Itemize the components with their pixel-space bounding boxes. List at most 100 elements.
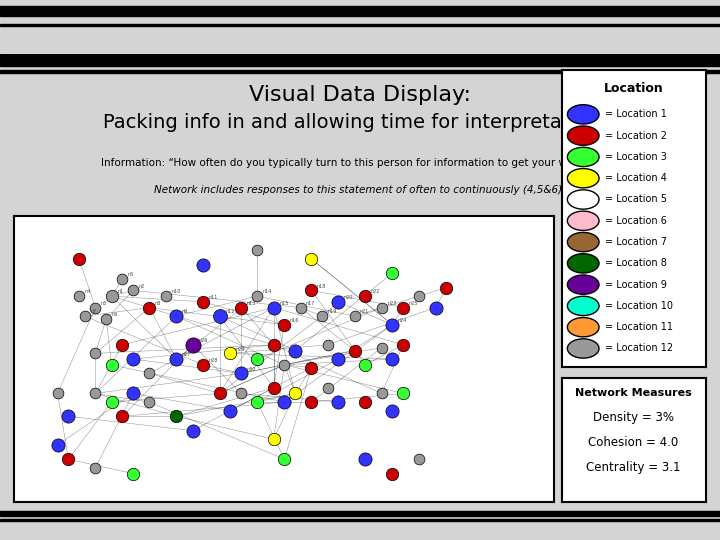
Text: n13: n13 bbox=[246, 301, 256, 306]
Point bbox=[235, 303, 247, 312]
Text: n21: n21 bbox=[360, 309, 369, 314]
Text: = Location 5: = Location 5 bbox=[605, 194, 667, 205]
Point bbox=[117, 275, 128, 284]
Point bbox=[387, 269, 398, 278]
Point bbox=[348, 312, 360, 320]
Bar bbox=[0, 70, 720, 73]
Point bbox=[52, 441, 63, 449]
Text: = Location 6: = Location 6 bbox=[605, 216, 667, 226]
Point bbox=[359, 361, 372, 369]
Point bbox=[225, 406, 236, 415]
Point bbox=[305, 286, 317, 295]
Text: = Location 9: = Location 9 bbox=[605, 280, 667, 289]
Point bbox=[322, 340, 333, 349]
Text: n25: n25 bbox=[409, 301, 418, 306]
Point bbox=[359, 397, 372, 406]
Ellipse shape bbox=[567, 147, 599, 166]
Text: n22: n22 bbox=[371, 289, 380, 294]
Text: Packing info in and allowing time for interpretation...: Packing info in and allowing time for in… bbox=[102, 112, 618, 132]
Point bbox=[144, 397, 156, 406]
Point bbox=[333, 298, 344, 306]
Point bbox=[127, 469, 139, 478]
Point bbox=[359, 292, 372, 300]
Ellipse shape bbox=[567, 168, 599, 188]
Text: = Location 2: = Location 2 bbox=[605, 131, 667, 140]
Point bbox=[171, 412, 182, 421]
Ellipse shape bbox=[567, 232, 599, 252]
Point bbox=[197, 361, 210, 369]
Point bbox=[89, 349, 101, 357]
Text: n5: n5 bbox=[128, 272, 134, 277]
Bar bbox=[0, 54, 720, 66]
Text: n20: n20 bbox=[344, 295, 354, 300]
Text: Location: Location bbox=[604, 82, 663, 95]
Point bbox=[333, 397, 344, 406]
Text: = Location 11: = Location 11 bbox=[605, 322, 672, 332]
Bar bbox=[0, 511, 720, 516]
Text: n27: n27 bbox=[181, 352, 192, 357]
Text: = Location 10: = Location 10 bbox=[605, 301, 672, 311]
Point bbox=[413, 292, 425, 300]
Point bbox=[197, 260, 210, 269]
Text: n2: n2 bbox=[138, 284, 145, 288]
Point bbox=[305, 254, 317, 263]
Point bbox=[225, 349, 236, 357]
Ellipse shape bbox=[567, 339, 599, 358]
Point bbox=[397, 303, 409, 312]
Point bbox=[89, 463, 101, 472]
Text: n24: n24 bbox=[397, 318, 408, 323]
Point bbox=[441, 283, 452, 292]
Point bbox=[127, 355, 139, 363]
Bar bbox=[0, 519, 720, 521]
Point bbox=[73, 292, 85, 300]
Point bbox=[430, 303, 441, 312]
Point bbox=[268, 383, 279, 392]
Ellipse shape bbox=[567, 211, 599, 231]
Point bbox=[235, 369, 247, 378]
Text: n11: n11 bbox=[209, 295, 218, 300]
Point bbox=[106, 397, 117, 406]
Point bbox=[376, 343, 387, 352]
Point bbox=[214, 312, 225, 320]
Point bbox=[214, 389, 225, 398]
Text: Density = 3%: Density = 3% bbox=[593, 411, 674, 424]
Point bbox=[305, 363, 317, 372]
Point bbox=[289, 346, 301, 355]
Ellipse shape bbox=[567, 275, 599, 294]
Text: n12: n12 bbox=[225, 309, 235, 314]
Point bbox=[127, 286, 139, 295]
Point bbox=[376, 303, 387, 312]
Point bbox=[197, 298, 210, 306]
Point bbox=[106, 361, 117, 369]
Point bbox=[316, 312, 328, 320]
Point bbox=[252, 355, 264, 363]
Point bbox=[252, 397, 264, 406]
Text: = Location 3: = Location 3 bbox=[605, 152, 667, 162]
Point bbox=[387, 469, 398, 478]
Text: = Location 1: = Location 1 bbox=[605, 110, 667, 119]
Text: n14: n14 bbox=[263, 289, 272, 294]
Point bbox=[295, 303, 307, 312]
Text: Centrality = 3.1: Centrality = 3.1 bbox=[586, 461, 681, 474]
Point bbox=[79, 312, 91, 320]
Ellipse shape bbox=[567, 254, 599, 273]
Ellipse shape bbox=[567, 318, 599, 337]
Text: n4: n4 bbox=[85, 289, 91, 294]
Text: = Location 12: = Location 12 bbox=[605, 343, 673, 354]
Text: Information: “How often do you typically turn to this person for information to : Information: “How often do you typically… bbox=[102, 158, 618, 168]
Point bbox=[268, 303, 279, 312]
Point bbox=[348, 346, 360, 355]
Text: n30: n30 bbox=[246, 367, 256, 372]
Point bbox=[279, 320, 290, 329]
Text: Cohesion = 4.0: Cohesion = 4.0 bbox=[588, 436, 679, 449]
Text: Network includes responses to this statement of often to continuously (4,5&6).: Network includes responses to this state… bbox=[154, 185, 566, 194]
Text: = Location 8: = Location 8 bbox=[605, 258, 667, 268]
Point bbox=[333, 355, 344, 363]
Point bbox=[117, 412, 128, 421]
Point bbox=[235, 389, 247, 398]
Text: n8: n8 bbox=[155, 301, 161, 306]
Point bbox=[397, 389, 409, 398]
Text: n10: n10 bbox=[171, 289, 181, 294]
Point bbox=[187, 340, 199, 349]
Bar bbox=[0, 6, 720, 16]
